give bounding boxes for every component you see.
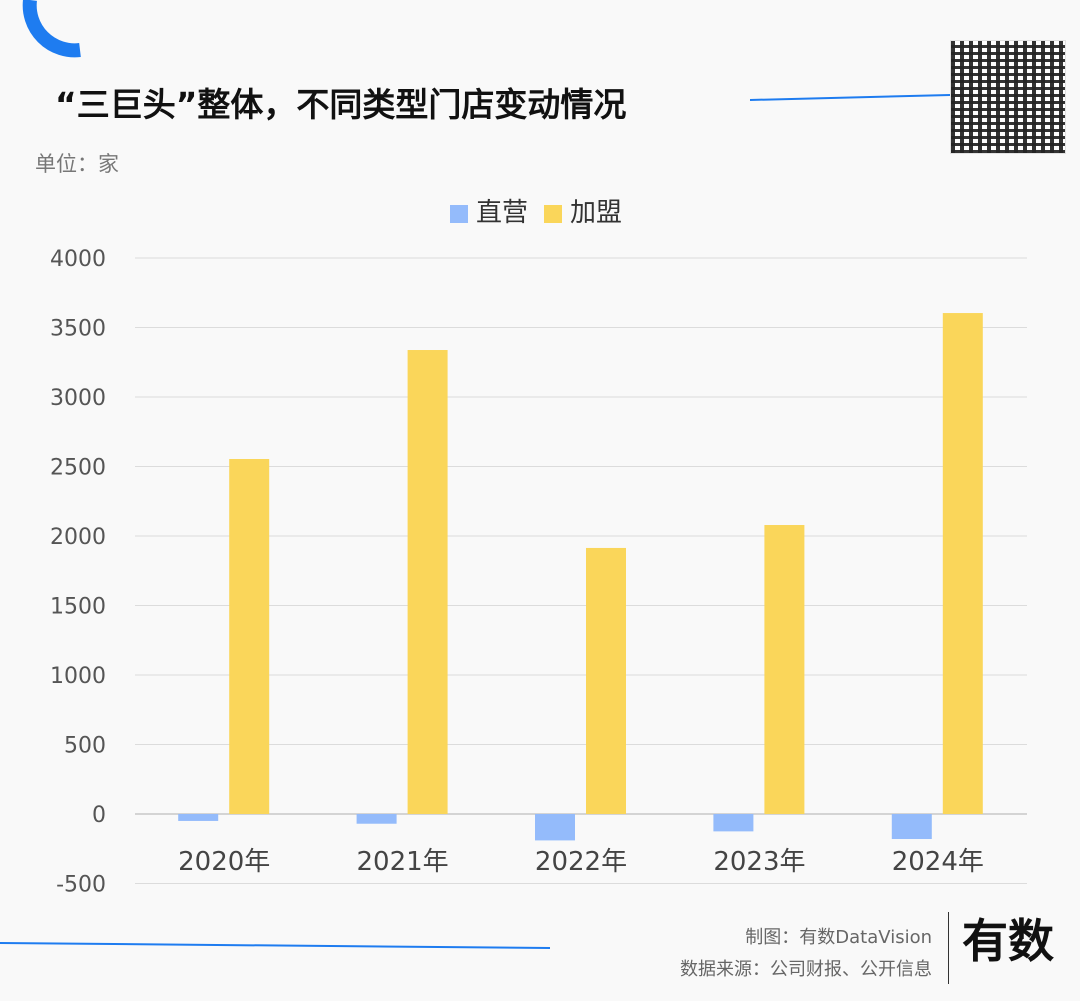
title-line <box>750 94 950 101</box>
y-tick-label: 3500 <box>50 317 106 342</box>
footer-line <box>0 942 551 949</box>
bar-direct <box>891 814 932 840</box>
bar-franchise <box>942 313 983 814</box>
x-tick-label: 2023年 <box>713 847 805 877</box>
bar-direct <box>535 814 575 841</box>
datavision-logo: 有数 <box>962 914 1054 968</box>
bar-franchise <box>407 350 448 814</box>
x-tick-label: 2021年 <box>357 847 449 877</box>
y-tick-label: 3000 <box>50 386 106 411</box>
unit-label: 单位：家 <box>35 152 119 176</box>
made-by: 制图：有数DataVision <box>745 927 932 948</box>
bar-direct <box>356 814 397 824</box>
x-tick-label: 2020年 <box>178 847 270 877</box>
y-tick-label: 500 <box>64 734 106 759</box>
credits: 制图：有数DataVision 数据来源：公司财报、公开信息 <box>680 922 932 986</box>
bar-direct <box>713 814 754 832</box>
legend-item-direct: 直营 <box>450 192 528 229</box>
y-tick-label: 1000 <box>50 664 106 689</box>
bar-direct <box>178 814 219 821</box>
y-tick-label: 2500 <box>50 456 106 481</box>
y-tick-label: 2000 <box>50 525 106 550</box>
divider <box>948 912 949 984</box>
x-tick-label: 2024年 <box>892 847 984 877</box>
decorative-arc-icon <box>22 0 81 58</box>
y-tick-label: 4000 <box>50 247 106 272</box>
y-tick-label: 1500 <box>50 595 106 620</box>
legend-item-franchise: 加盟 <box>544 192 622 229</box>
y-tick-label: -500 <box>56 873 106 898</box>
x-tick-label: 2022年 <box>535 847 627 877</box>
y-tick-label: 0 <box>92 803 106 828</box>
data-source: 数据来源：公司财报、公开信息 <box>680 959 932 980</box>
qr-code <box>950 40 1066 154</box>
bar-franchise <box>586 547 626 814</box>
bar-franchise <box>764 525 805 814</box>
legend: 直营 加盟 <box>450 192 622 229</box>
chart-title: “三巨头”整体，不同类型门店变动情况 <box>55 85 627 124</box>
bar-franchise <box>229 458 270 814</box>
